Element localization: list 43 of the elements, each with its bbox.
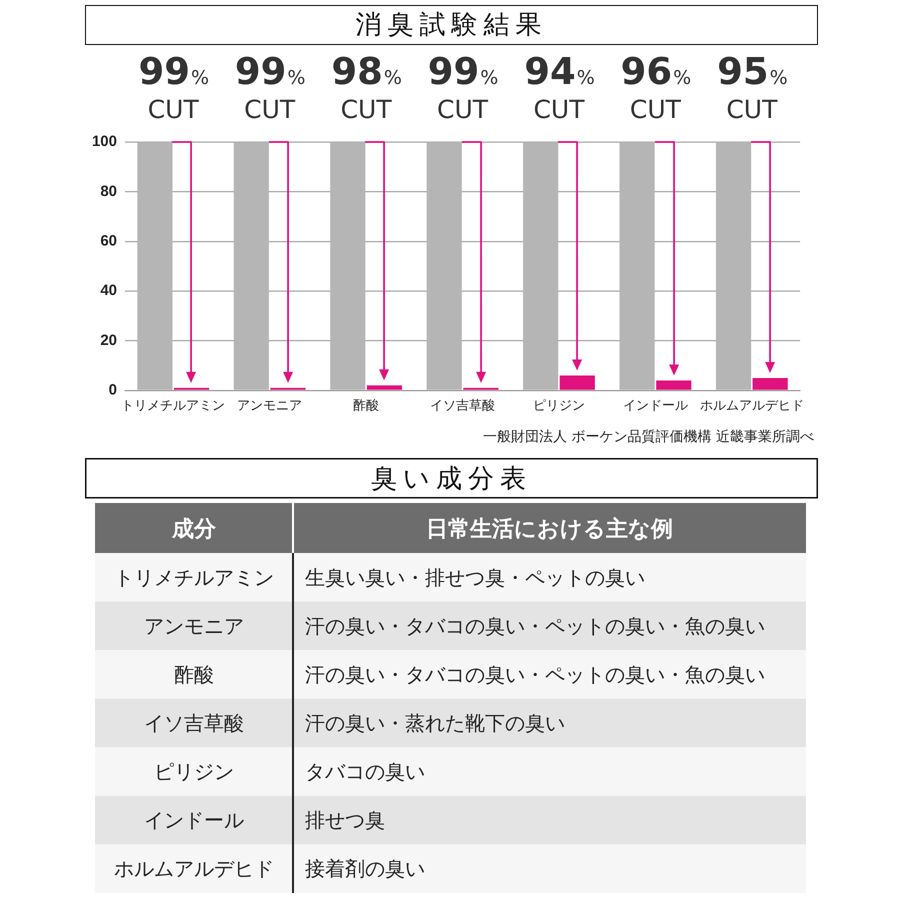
text: 汗の臭い・蒸れた靴下の臭い: [305, 711, 565, 735]
category-label: 酢酸: [174, 662, 214, 686]
text: 接着剤の臭い: [305, 856, 425, 881]
bar: [752, 378, 788, 390]
text: 汗の臭い・タバコの臭い・ペットの臭い・魚の臭い: [305, 662, 765, 686]
y-tick-label: 100: [92, 133, 117, 150]
text: タバコの臭い: [305, 760, 425, 784]
annotation: 99% CUT: [234, 50, 306, 124]
text: 汗の臭い・タバコの臭い・ペットの臭い・魚の臭い: [305, 614, 765, 638]
x-tick-label: アンモニア: [237, 398, 302, 414]
x-tick-label: イソ吉草酸: [430, 398, 496, 414]
y-tick-label: 20: [100, 332, 117, 349]
category-label: インドール: [144, 808, 244, 832]
y-tick-label: 40: [100, 282, 117, 300]
x-tick-label: ピリジン: [532, 398, 585, 414]
category-label: アンモニア: [144, 614, 244, 638]
x-tick-label: 酢酸: [353, 398, 380, 414]
annotation: 95% CUT: [717, 50, 788, 124]
annotation: 98% CUT: [331, 50, 402, 124]
category-label: ピリジン: [154, 760, 234, 784]
text: 生臭い臭い・排せつ臭・ペットの臭い: [305, 565, 645, 590]
y-tick-label: 0: [108, 382, 117, 399]
bar: [560, 375, 595, 390]
annotation: 94% CUT: [524, 50, 595, 124]
text: 一般財団法人 ボーケン品質評価機構 近畿事業所調べ: [483, 428, 814, 446]
text: 成分: [171, 517, 217, 542]
annotation: 99% CUT: [138, 50, 209, 124]
text: 日常生活における主な例: [426, 516, 673, 542]
bar: [366, 385, 402, 390]
text: 排せつ臭: [305, 808, 385, 832]
y-tick-label: 80: [100, 182, 117, 200]
x-tick-label: インドール: [622, 398, 688, 414]
category-label: イソ吉草酸: [144, 711, 244, 735]
chart-title: 消臭試験結果: [85, 5, 818, 45]
y-tick-label: 60: [100, 232, 117, 250]
x-tick-label: トリメチルアミン: [121, 398, 226, 414]
bar: [656, 380, 692, 390]
category-label: ホルムアルデヒド: [114, 856, 274, 881]
category-label: トリメチルアミン: [114, 565, 274, 590]
text: 臭い成分表: [371, 464, 532, 494]
annotation: 99% CUT: [428, 50, 498, 124]
x-tick-label: ホルムアルデヒド: [700, 398, 804, 414]
annotation: 96% CUT: [620, 50, 692, 124]
